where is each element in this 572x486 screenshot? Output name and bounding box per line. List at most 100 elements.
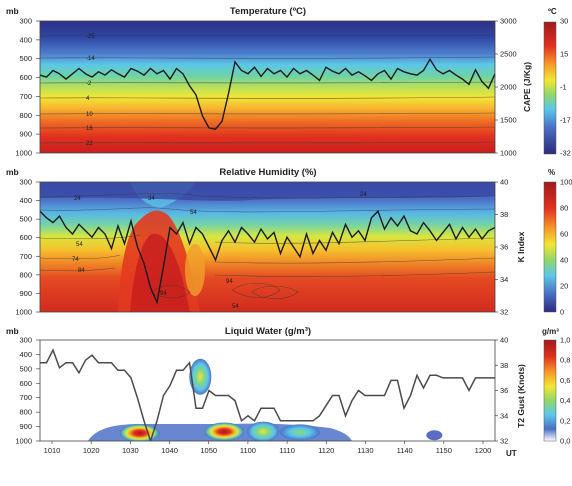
x-tick-label: 1020	[83, 446, 100, 455]
pressure-tick-label: 300	[19, 336, 32, 345]
secondary-tick-label: 2000	[500, 83, 517, 92]
colorbar-tick-label: 15	[560, 50, 568, 59]
right-axis-label: K Index	[516, 231, 526, 262]
svg-text:24: 24	[360, 192, 367, 198]
panel-title: Temperature (ºC)	[230, 6, 306, 17]
left-unit-label: mb	[6, 326, 19, 336]
secondary-tick-label: 2500	[500, 50, 517, 59]
colorbar-tick-label: 40	[560, 256, 568, 265]
left-axis-ticks: 300 400 500 600 700 800 900 1000	[15, 178, 40, 317]
pressure-tick-label: 900	[19, 289, 32, 298]
pressure-tick-label: 700	[19, 92, 32, 101]
svg-text:16: 16	[86, 126, 93, 132]
colorbar-ticks: 1,0 0,8 0,6 0,4 0,2 0,0	[560, 336, 570, 446]
colorbar-ticks: 30 15 -1 -17 -32	[560, 17, 571, 158]
secondary-tick-label: 1000	[500, 149, 517, 158]
colorbar-tick-label: -32	[560, 149, 571, 158]
pressure-tick-label: 700	[19, 252, 32, 261]
panel-relative-humidity: Relative Humidity (%) mb 24	[6, 167, 572, 317]
left-unit-label: mb	[6, 167, 19, 177]
secondary-tick-label: 32	[500, 437, 508, 446]
svg-text:94: 94	[226, 279, 233, 285]
x-tick-label: 1130	[357, 446, 373, 455]
panel-title: Relative Humidity (%)	[219, 167, 316, 178]
colorbar-unit: ºC	[548, 7, 557, 16]
right-axis-label: T2 Gust (Knots)	[516, 364, 526, 428]
colorbar	[543, 181, 557, 313]
pressure-tick-label: 400	[19, 35, 32, 44]
pressure-tick-label: 900	[19, 130, 32, 139]
colorbar-ticks: 100 80 60 40 20 0	[560, 178, 572, 317]
pressure-tick-label: 800	[19, 270, 32, 279]
x-tick-label: 1120	[318, 446, 334, 455]
colorbar-tick-label: 80	[560, 204, 568, 213]
right-axis-ticks: 40 38 36 34 32	[495, 178, 508, 317]
secondary-tick-label: 34	[500, 275, 508, 284]
colorbar-tick-label: 0,0	[560, 437, 570, 446]
svg-text:-25: -25	[86, 34, 95, 40]
pressure-tick-label: 600	[19, 73, 32, 82]
secondary-tick-label: 36	[500, 243, 508, 252]
secondary-tick-label: 3000	[500, 17, 517, 26]
left-axis-ticks: 300 400 500 600 700 800 900 1000	[15, 17, 40, 158]
humidity-contour-labels: 24 34 54 54 74 84 94 94 24 54	[72, 192, 367, 310]
svg-text:34: 34	[148, 196, 155, 202]
t2-gust-line	[40, 348, 495, 441]
colorbar-tick-label: 1,0	[560, 336, 570, 345]
x-tick-label: 1200	[475, 446, 492, 455]
colorbar-tick-label: 30	[560, 17, 568, 26]
pressure-tick-label: 500	[19, 215, 32, 224]
liquid-water-cell	[204, 422, 245, 441]
left-unit-label: mb	[6, 6, 19, 16]
pressure-tick-label: 1000	[15, 308, 32, 317]
x-tick-label: 1010	[44, 446, 61, 455]
liquid-water-cell	[280, 424, 320, 441]
colorbar-tick-label: 100	[560, 178, 572, 187]
pressure-tick-label: 600	[19, 233, 32, 242]
colorbar	[543, 21, 557, 155]
svg-text:54: 54	[76, 242, 83, 248]
pressure-tick-label: 500	[19, 54, 32, 63]
colorbar-unit: %	[548, 168, 555, 177]
secondary-tick-label: 34	[500, 411, 508, 420]
colorbar-tick-label: -1	[560, 83, 567, 92]
liquid-water-cell	[247, 421, 280, 441]
x-tick-label: 1140	[397, 446, 413, 455]
svg-text:94: 94	[160, 291, 167, 297]
svg-text:-2: -2	[86, 81, 92, 87]
pressure-tick-label: 1000	[15, 437, 32, 446]
secondary-tick-label: 36	[500, 386, 508, 395]
right-axis-label: CAPE (J/Kg)	[522, 62, 532, 112]
pressure-tick-label: 800	[19, 111, 32, 120]
secondary-tick-label: 38	[500, 210, 508, 219]
x-tick-label: 1100	[240, 446, 256, 455]
secondary-tick-label: 38	[500, 361, 508, 370]
pressure-tick-label: 300	[19, 17, 32, 26]
pressure-tick-label: 900	[19, 422, 32, 431]
pressure-tick-label: 600	[19, 379, 32, 388]
x-tick-label: 1110	[279, 446, 295, 455]
svg-text:74: 74	[72, 257, 79, 263]
pressure-tick-label: 300	[19, 178, 32, 187]
colorbar	[543, 339, 557, 442]
x-tick-label: 1050	[200, 446, 217, 455]
temperature-contours	[40, 34, 495, 144]
secondary-tick-label: 40	[500, 336, 508, 345]
svg-text:24: 24	[74, 196, 81, 202]
temperature-contour-labels: -25 -14 -2 4 10 16 22	[86, 34, 95, 147]
svg-text:22: 22	[86, 141, 93, 147]
secondary-tick-label: 40	[500, 178, 508, 187]
svg-text:84: 84	[78, 268, 85, 274]
svg-text:54: 54	[190, 210, 197, 216]
panel-title: Liquid Water (g/m³)	[225, 326, 311, 337]
x-tick-label: 1030	[122, 446, 139, 455]
svg-text:10: 10	[86, 112, 93, 118]
cape-line	[40, 57, 495, 130]
secondary-tick-label: 32	[500, 308, 508, 317]
colorbar-tick-label: 20	[560, 282, 568, 291]
humidity-field	[40, 182, 495, 312]
colorbar-tick-label: 0,2	[560, 416, 570, 425]
liquid-water-cell	[189, 358, 212, 395]
colorbar-tick-label: 0,4	[560, 396, 570, 405]
